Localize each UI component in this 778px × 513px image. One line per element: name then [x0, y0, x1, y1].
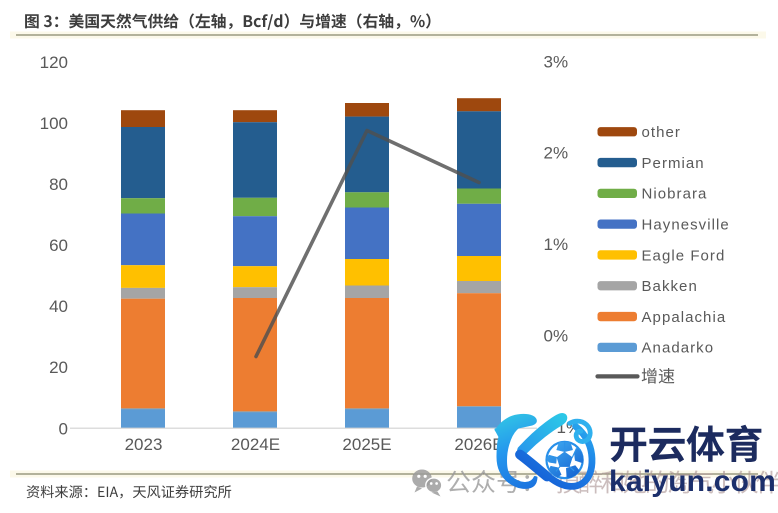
svg-text:Niobrara: Niobrara: [642, 186, 708, 203]
svg-text:2025E: 2025E: [342, 435, 391, 454]
svg-text:2024E: 2024E: [231, 435, 280, 454]
svg-text:kaiyun.com: kaiyun.com: [609, 465, 776, 498]
svg-text:80: 80: [49, 175, 68, 194]
svg-text:Bakken: Bakken: [642, 278, 698, 295]
svg-text:3%: 3%: [544, 52, 569, 71]
svg-text:40: 40: [49, 297, 68, 316]
svg-text:2026E: 2026E: [454, 435, 503, 454]
svg-text:Anadarko: Anadarko: [642, 340, 715, 357]
svg-text:0%: 0%: [544, 326, 569, 345]
svg-text:other: other: [642, 124, 681, 141]
svg-text:1%: 1%: [544, 235, 569, 254]
svg-text:2023: 2023: [125, 435, 163, 454]
svg-text:60: 60: [49, 236, 68, 255]
svg-text:0: 0: [59, 419, 68, 438]
svg-text:Eagle Ford: Eagle Ford: [642, 247, 726, 264]
svg-text:Permian: Permian: [642, 155, 705, 172]
svg-text:20: 20: [49, 358, 68, 377]
svg-text:Appalachia: Appalachia: [642, 309, 727, 326]
svg-text:2%: 2%: [544, 144, 569, 163]
svg-text:100: 100: [40, 114, 68, 133]
svg-text:120: 120: [40, 53, 68, 72]
svg-text:Haynesville: Haynesville: [642, 217, 730, 234]
